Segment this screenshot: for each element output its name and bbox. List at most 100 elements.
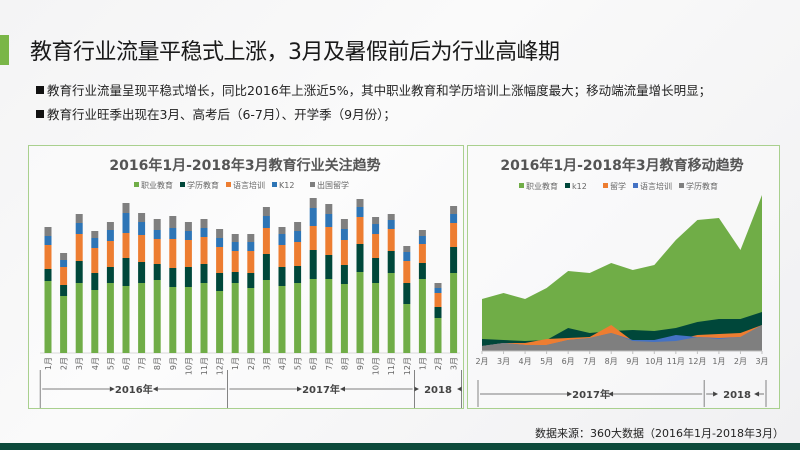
bar-segment: [450, 273, 458, 353]
bar-segment: [247, 251, 255, 273]
bar-segment: [340, 284, 348, 353]
bullet-2: 教育行业旺季出现在3月、高考后（6-7月）、开学季（9月份）；: [36, 104, 396, 123]
chart-title: 2016年1月-2018年3月教育行业关注趋势: [109, 157, 380, 174]
legend-label: 出国留学: [317, 180, 349, 190]
x-tick-label: 8月: [605, 357, 618, 366]
year-label: 2018: [723, 390, 751, 401]
bar-segment: [216, 238, 224, 247]
bar-segment: [216, 273, 224, 291]
x-tick-label: 11月: [387, 357, 396, 375]
area-series-4: [482, 325, 762, 351]
x-tick-label: 12月: [688, 357, 706, 366]
bar-segment: [387, 220, 395, 229]
arrow-right-icon: [414, 386, 419, 392]
year-label: 2016年: [115, 383, 153, 396]
legend-swatch-0: [519, 183, 524, 188]
bar-segment: [106, 222, 114, 230]
bar-segment: [340, 265, 348, 284]
bar-segment: [262, 216, 270, 228]
bar-segment: [60, 253, 68, 260]
bar-segment: [403, 304, 411, 353]
year-label: 2018: [424, 385, 452, 396]
x-tick-label: 9月: [169, 357, 178, 370]
bar-segment: [153, 219, 161, 230]
slide-title: 教育行业流量平稳式上涨，3月及暑假前后为行业高峰期: [30, 40, 560, 65]
bar-segment: [262, 228, 270, 254]
arrow-right-icon: [713, 391, 719, 397]
bullet-square-icon: [36, 110, 44, 118]
bar-segment: [44, 269, 52, 281]
bar-segment: [434, 293, 442, 307]
bar-segment: [216, 291, 224, 353]
bar-segment: [247, 234, 255, 242]
legend-label: K12: [279, 181, 294, 190]
bar-segment: [153, 264, 161, 280]
x-tick-label: 11月: [200, 357, 209, 375]
bar-segment: [294, 266, 302, 283]
bar-segment: [200, 264, 208, 283]
bar-segment: [340, 219, 348, 229]
bar-segment: [169, 216, 177, 228]
bar-segment: [91, 238, 99, 248]
bar-segment: [356, 244, 364, 272]
bar-segment: [262, 254, 270, 280]
x-tick-label: 9月: [356, 357, 365, 370]
bar-segment: [169, 287, 177, 353]
arrow-right-icon: [567, 391, 573, 397]
bar-segment: [450, 223, 458, 247]
bar-segment: [75, 214, 83, 223]
bar-segment: [403, 246, 411, 252]
bar-segment: [309, 198, 317, 208]
bar-segment: [231, 283, 239, 353]
bar-segment: [184, 222, 192, 231]
chart-title: 2016年1月-2018年3月教育移动趋势: [500, 157, 743, 174]
bar-segment: [387, 214, 395, 220]
x-tick-label: 7月: [325, 357, 334, 370]
bar-segment: [75, 261, 83, 283]
bar-segment: [294, 242, 302, 266]
bar-segment: [200, 283, 208, 353]
legend-label: 职业教育: [526, 181, 558, 191]
bar-segment: [75, 283, 83, 353]
x-tick-label: 7月: [583, 357, 596, 366]
year-label: 2017年: [572, 388, 610, 401]
bar-segment: [434, 318, 442, 353]
bar-segment: [75, 223, 83, 234]
x-tick-label: 5月: [106, 357, 115, 370]
bar-segment: [294, 283, 302, 353]
bar-segment: [356, 272, 364, 353]
x-tick-label: 1月: [712, 357, 725, 366]
bar-segment: [122, 258, 130, 286]
arrow-left-icon: [457, 386, 462, 392]
bar-segment: [122, 203, 130, 213]
bar-segment: [418, 236, 426, 244]
x-tick-label: 1月: [418, 357, 427, 370]
bar-segment: [325, 227, 333, 255]
bar-segment: [325, 255, 333, 279]
x-tick-label: 1月: [231, 357, 240, 370]
x-tick-label: 3月: [75, 357, 84, 370]
bar-segment: [138, 222, 146, 235]
bar-segment: [325, 279, 333, 353]
x-tick-label: 9月: [626, 357, 639, 366]
bar-segment: [138, 235, 146, 262]
bar-segment: [60, 296, 68, 353]
bar-segment: [231, 251, 239, 272]
arrow-left-icon: [608, 391, 614, 397]
x-tick-label: 5月: [294, 357, 303, 370]
data-source: 数据来源：360大数据（2016年1月-2018年3月）: [535, 427, 784, 440]
x-tick-label: 5月: [540, 357, 553, 366]
x-tick-label: 4月: [278, 357, 287, 370]
bar-segment: [450, 247, 458, 273]
arrow-left-icon: [152, 386, 158, 392]
x-tick-label: 4月: [91, 357, 100, 370]
legend-label: 语言培训: [640, 181, 672, 191]
bar-segment: [434, 288, 442, 293]
bar-segment: [418, 263, 426, 279]
bar-segment: [91, 231, 99, 238]
bar-segment: [309, 279, 317, 353]
legend-label: 语言培训: [233, 180, 265, 190]
bar-segment: [418, 279, 426, 353]
bar-segment: [262, 280, 270, 353]
